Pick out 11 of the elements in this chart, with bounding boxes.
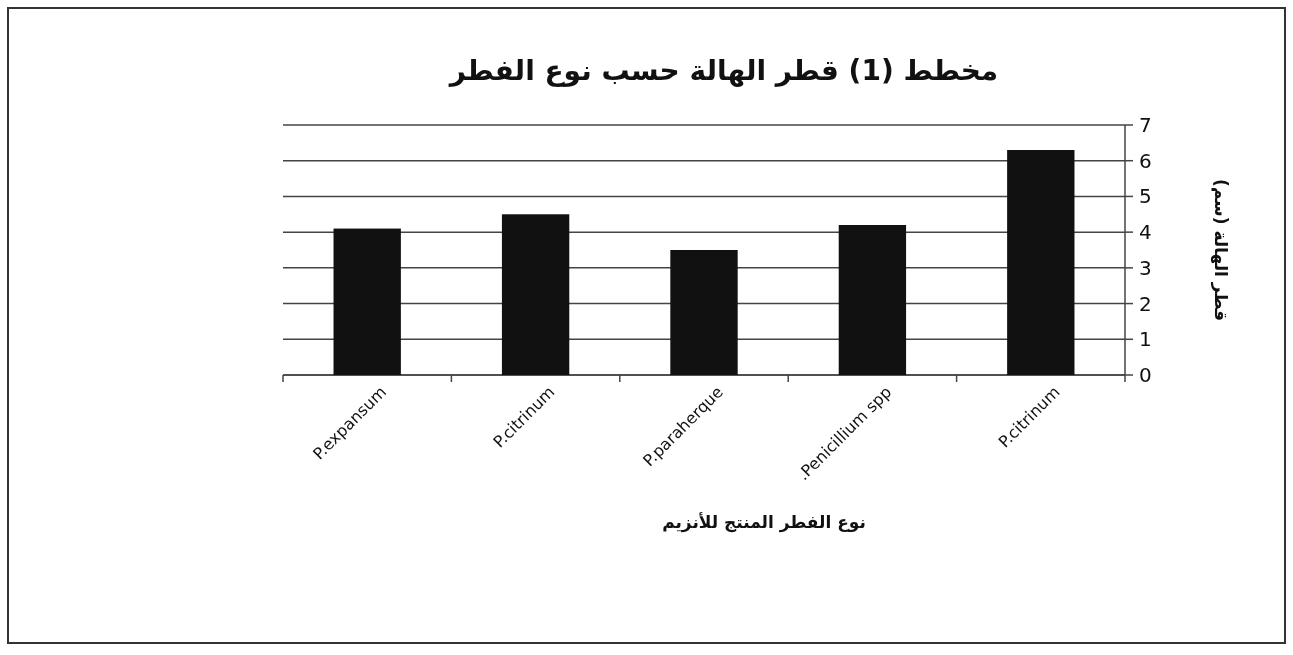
y-tick-label: 6 <box>1139 148 1152 173</box>
y-axis-title: قطر الهالة (سم) <box>1210 178 1231 322</box>
y-tick-label: 7 <box>1139 113 1152 137</box>
y-tick-label: 1 <box>1139 327 1152 352</box>
y-tick-label: 2 <box>1139 291 1152 316</box>
chart-title: مخطط (1) قطر الهالة حسب نوع الفطر <box>447 54 999 87</box>
y-tick-label: 5 <box>1139 184 1152 209</box>
x-axis-title: نوع الفطر المنتج للأنزيم <box>662 512 866 533</box>
y-tick-label: 0 <box>1139 363 1152 387</box>
y-tick-label: 4 <box>1139 220 1152 245</box>
y-tick-label: 3 <box>1139 255 1152 280</box>
